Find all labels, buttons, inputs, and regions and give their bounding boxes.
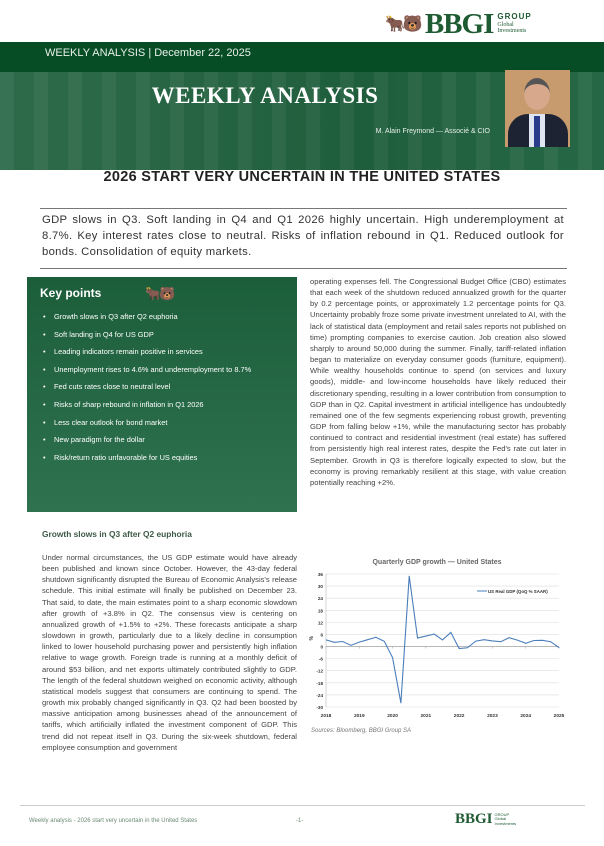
key-points-heading: Key points (40, 286, 102, 300)
key-point-item: Less clear outlook for bond market (40, 414, 300, 432)
data-point (425, 635, 427, 637)
x-tick-label: 2022 (454, 713, 465, 719)
data-point (492, 640, 493, 642)
data-point (408, 575, 410, 577)
bull-bear-icon: 🐂🐻 (145, 286, 175, 301)
key-point-item: Soft landing in Q4 for US GDP (40, 326, 300, 344)
y-tick-label: -24 (316, 693, 323, 698)
section-heading: Growth slows in Q3 after Q2 euphoria (42, 529, 192, 539)
key-point-item: Risk/return ratio unfavorable for US equ… (40, 449, 300, 467)
chart-sources: Sources: Bloomberg, BBGI Group SA (311, 728, 412, 734)
body-text-right: operating expenses fell. The Congression… (310, 277, 566, 487)
data-point (342, 641, 344, 642)
brand-tag2: Investments (497, 28, 527, 35)
x-tick-label: 2025 (554, 713, 565, 719)
y-tick-label: -12 (316, 669, 323, 674)
page-number: -1- (296, 818, 304, 824)
y-tick-label: 18 (318, 608, 324, 613)
data-point (450, 632, 452, 633)
x-tick-label: 2018 (321, 713, 332, 719)
footer-text: Weekly analysis - 2026 start very uncert… (29, 818, 198, 824)
brand-group: GROUP (497, 12, 532, 21)
data-point (392, 657, 393, 659)
footer-brand-group: GROUP (494, 811, 510, 817)
key-point-item: Fed cuts rates close to neutral level (40, 378, 300, 396)
data-point (516, 639, 518, 641)
data-point (375, 636, 377, 638)
author-photo (505, 70, 570, 147)
data-point (400, 702, 402, 704)
key-point-item: Growth slows in Q3 after Q2 euphoria (40, 308, 300, 326)
y-axis-label: % (309, 636, 315, 641)
key-point-item: Leading indicators remain positive in se… (40, 343, 300, 361)
bull-bear-icon: 🐂🐻 (385, 16, 423, 33)
footer-brand-name: BBGI (455, 811, 493, 827)
footer-brand-tag1: Global (494, 816, 507, 822)
legend-label: US Real GDP (QoQ % SAAR) (488, 589, 548, 594)
y-tick-label: 36 (318, 572, 324, 577)
brand-tag1: Global (497, 21, 514, 28)
chart-title: Quarterly GDP growth — United States (372, 559, 501, 566)
summary: GDP slows in Q3. Soft landing in Q4 and … (42, 214, 564, 258)
data-point (550, 641, 552, 643)
divider (40, 268, 567, 269)
series-line (325, 575, 560, 704)
gdp-chart: Quarterly GDP growth — United States 36 30… (309, 559, 565, 719)
data-point (458, 648, 460, 649)
x-tick-label: 2019 (354, 713, 365, 719)
y-tick-label: 12 (318, 620, 324, 625)
y-tick-label: -6 (319, 657, 324, 662)
x-tick-label: 2020 (387, 713, 398, 719)
body-text-left: Under normal circumstances, the US GDP e… (42, 553, 297, 752)
key-point-item: New paradigm for the dollar (40, 431, 300, 449)
key-point-item: Risks of sharp rebound in inflation in Q… (40, 396, 300, 414)
x-tick-label: 2024 (520, 713, 531, 719)
y-tick-label: 6 (320, 632, 323, 637)
header-band: WEEKLY ANALYSIS | December 22, 2025 (0, 42, 604, 72)
x-tick-label: 2023 (487, 713, 498, 719)
data-point (383, 640, 385, 642)
data-point (533, 640, 535, 641)
x-tick-label: 2021 (421, 713, 432, 719)
banner-title: WEEKLY ANALYSIS (151, 83, 379, 108)
data-point (467, 647, 468, 649)
data-point (417, 637, 418, 639)
divider (40, 208, 567, 209)
footer-logo: BBGI GROUP Global Investments (455, 811, 516, 828)
y-tick-label: 0 (320, 645, 323, 650)
page-title: 2026 START VERY UNCERTAIN IN THE UNITED … (103, 169, 501, 185)
data-point (358, 641, 360, 643)
key-points-list: Growth slows in Q3 after Q2 euphoriaSoft… (40, 308, 297, 466)
footer-divider (20, 805, 585, 806)
y-tick-label: 24 (318, 596, 324, 601)
data-point (508, 637, 510, 639)
data-point (367, 639, 369, 641)
data-point (333, 641, 335, 643)
data-point (525, 642, 527, 644)
y-tick-label: -30 (316, 705, 323, 710)
banner (0, 72, 604, 170)
brand-name: BBGI (424, 7, 495, 40)
y-tick-label: -18 (316, 681, 323, 686)
y-tick-label: 30 (318, 584, 324, 589)
footer-brand-tag2: Investments (494, 820, 517, 826)
key-point-item: Unemployment rises to 4.6% and underempl… (40, 361, 300, 379)
data-point (325, 639, 327, 641)
key-points-box: Key points 🐂🐻 Growth slows in Q3 after Q… (27, 277, 297, 512)
data-point (442, 639, 443, 641)
data-point (500, 641, 502, 643)
data-point (350, 644, 352, 646)
data-point (541, 639, 543, 641)
data-point (558, 647, 560, 648)
data-point (433, 633, 435, 635)
data-point (475, 640, 477, 642)
brand-logo: 🐂🐻 BBGI GROUP Global Investments (385, 9, 575, 39)
data-point (483, 639, 485, 641)
author: M. Alain Freymond — Associé & CIO (375, 128, 490, 135)
